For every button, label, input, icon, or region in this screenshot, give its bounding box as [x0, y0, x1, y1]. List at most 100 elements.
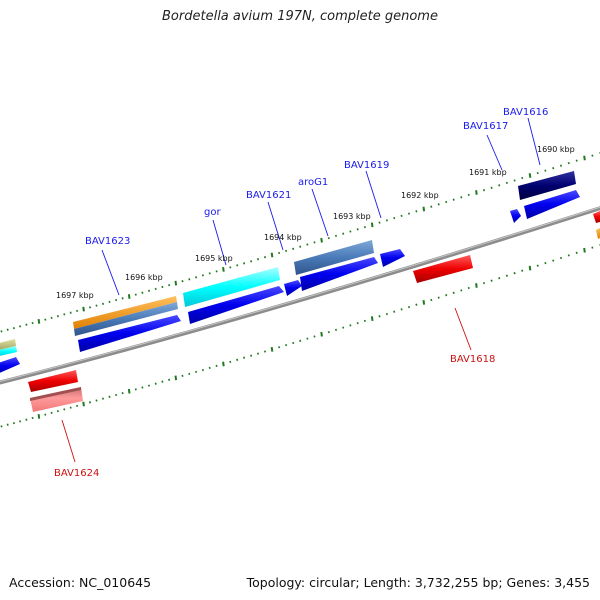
minor-tick [115, 298, 118, 302]
cds-bav1624[interactable] [28, 370, 78, 392]
gene-left-edge-cyan[interactable] [0, 346, 17, 357]
major-tick [82, 401, 85, 407]
cds-bav1618[interactable] [413, 255, 473, 283]
major-tick [37, 318, 41, 324]
kbp-label: 1696 kbp [125, 273, 163, 282]
minor-tick [95, 399, 98, 402]
minor-tick [521, 176, 524, 180]
major-tick [320, 237, 323, 243]
minor-tick [452, 291, 455, 294]
minor-tick [299, 245, 302, 248]
minor-tick [168, 283, 171, 287]
minor-tick [356, 228, 359, 231]
cds-bav1623[interactable] [78, 315, 181, 352]
minor-tick [299, 339, 302, 342]
minor-tick [467, 286, 470, 290]
minor-tick [591, 246, 594, 249]
gene-bav1616[interactable] [518, 171, 576, 200]
major-tick [422, 206, 426, 212]
gene-bav1623[interactable] [73, 296, 177, 329]
gene-arog1[interactable] [294, 240, 374, 275]
minor-tick [121, 297, 124, 300]
gene-label-arog1[interactable]: aroG1 [298, 177, 328, 188]
minor-tick [400, 308, 403, 311]
cds-left-edge[interactable] [0, 357, 20, 375]
minor-tick [393, 216, 396, 220]
minor-tick [544, 261, 547, 265]
gene-label-bav1616[interactable]: BAV1616 [503, 107, 548, 118]
minor-tick [25, 418, 28, 421]
gene-label-bav1624[interactable]: BAV1624 [54, 468, 99, 479]
kbp-label: 1694 kbp [264, 233, 302, 242]
minor-tick [482, 281, 486, 285]
minor-tick [201, 274, 204, 277]
minor-tick [349, 324, 352, 327]
major-tick [270, 346, 274, 352]
minor-tick [536, 264, 539, 267]
minor-tick [490, 186, 493, 189]
gene-label-bav1617[interactable]: BAV1617 [463, 121, 508, 132]
minor-tick [327, 236, 330, 240]
gene-bav1624[interactable] [30, 387, 83, 412]
minor-tick [278, 251, 281, 255]
minor-tick [69, 311, 72, 314]
cds-bav1619[interactable] [380, 249, 405, 267]
cds-bav1617[interactable] [510, 209, 521, 223]
minor-tick [121, 391, 124, 395]
gene-label-gor[interactable]: gor [204, 207, 221, 218]
gene-right-edge-orange[interactable] [596, 228, 600, 239]
gene-left-edge-olive[interactable] [0, 339, 16, 351]
minor-tick [115, 393, 118, 397]
minor-tick [505, 274, 508, 277]
kbp-label: 1690 kbp [537, 145, 575, 154]
minor-tick [437, 203, 440, 206]
reverse-callouts [61, 307, 472, 463]
cds-right-edge-red[interactable] [593, 211, 600, 223]
major-tick [475, 283, 478, 288]
cds-bav1616[interactable] [524, 190, 580, 219]
major-tick [222, 266, 225, 272]
minor-tick [490, 279, 493, 282]
forward-callouts [101, 117, 541, 296]
minor-tick [285, 249, 288, 253]
minor-tick [256, 258, 260, 261]
gene-label-bav1619[interactable]: BAV1619 [344, 160, 389, 171]
minor-tick [292, 341, 295, 345]
cds-bav1621[interactable] [284, 280, 302, 296]
cds-arog1[interactable] [300, 257, 378, 291]
gene-label-bav1621[interactable]: BAV1621 [246, 190, 291, 201]
minor-tick [498, 277, 501, 280]
minor-tick [95, 304, 98, 307]
minor-tick [88, 401, 92, 404]
minor-tick [393, 310, 396, 313]
minor-tick [50, 316, 53, 320]
accession-text: Accession: NC_010645 [9, 575, 152, 590]
major-tick [422, 299, 426, 305]
minor-tick [76, 309, 79, 313]
major-tick [127, 294, 131, 299]
gene-label-bav1623[interactable]: BAV1623 [85, 236, 130, 247]
outer-tick-ruler [0, 152, 600, 333]
minor-tick [201, 368, 204, 372]
minor-tick [445, 294, 448, 297]
major-tick [174, 375, 178, 381]
minor-tick [134, 388, 137, 391]
map-title: Bordetella avium 197N, complete genome [162, 9, 438, 24]
gene-gor[interactable] [183, 267, 280, 307]
gene-bav1624-edge[interactable] [30, 387, 81, 401]
minor-tick [378, 221, 381, 224]
gene-label-bav1618[interactable]: BAV1618 [450, 354, 495, 365]
forward-cds-track [0, 190, 580, 375]
minor-tick [482, 189, 486, 192]
minor-tick [12, 326, 15, 330]
minor-tick [88, 306, 92, 309]
gene-bav1623-rna[interactable] [74, 302, 178, 336]
minor-tick [575, 251, 578, 254]
minor-tick [56, 409, 59, 413]
minor-tick [147, 384, 151, 387]
minor-tick [31, 321, 34, 325]
minor-tick [567, 161, 570, 165]
cds-gor[interactable] [188, 286, 284, 324]
minor-tick [467, 193, 470, 197]
